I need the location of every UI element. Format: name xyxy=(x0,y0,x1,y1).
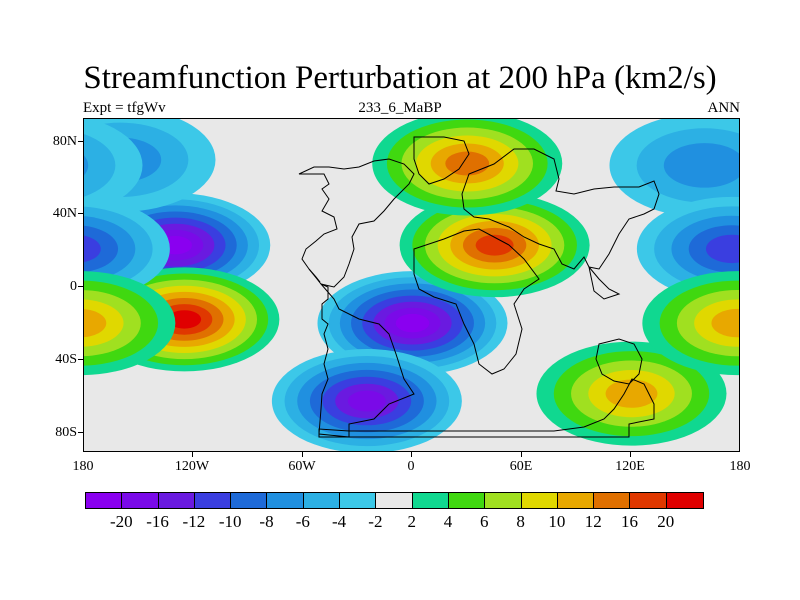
colorbar-label: -8 xyxy=(259,512,274,531)
y-tick-80s xyxy=(78,432,83,433)
contour-band xyxy=(167,310,202,329)
contour-band xyxy=(705,234,739,264)
colorbar-label: 6 xyxy=(480,512,489,531)
contour-band xyxy=(711,308,739,338)
contour-band xyxy=(605,379,658,408)
coastline-south-america xyxy=(318,283,415,438)
colorbar-swatch xyxy=(122,493,159,508)
coastline-north-america xyxy=(298,158,415,288)
coastline-central-america xyxy=(308,268,321,283)
y-tick-label-0: 0 xyxy=(70,279,77,294)
contour-band xyxy=(84,235,101,263)
colorbar-swatch xyxy=(666,493,704,508)
colorbar-swatch xyxy=(485,493,522,508)
colorbar-swatch xyxy=(267,493,304,508)
x-tick-label-180w: 180 xyxy=(72,459,94,474)
contour-band xyxy=(84,155,89,176)
colorbar-swatch xyxy=(448,493,486,508)
x-tick-label-120w: 120W xyxy=(174,459,210,474)
colorbar-swatch xyxy=(557,493,595,508)
contour-band xyxy=(475,234,514,256)
colorbar-swatch xyxy=(303,493,341,508)
colorbar-swatch xyxy=(158,493,195,508)
contour-band xyxy=(445,151,490,176)
contour-fields xyxy=(84,119,739,451)
y-tick-40s xyxy=(78,359,83,360)
contour-band xyxy=(347,390,386,412)
colorbar-swatch xyxy=(376,493,413,508)
colorbar-swatch xyxy=(594,493,631,508)
y-tick-label-80s: 80S xyxy=(55,425,77,440)
colorbar-swatch xyxy=(231,493,268,508)
colorbar-swatch xyxy=(521,493,558,508)
y-tick-label-40n: 40N xyxy=(52,206,77,221)
x-tick-60w xyxy=(302,452,303,457)
x-tick-label-120e: 120E xyxy=(615,459,645,474)
colorbar-swatch xyxy=(340,493,377,508)
coastlines xyxy=(298,136,660,438)
coastline-greenland xyxy=(413,136,470,185)
contour-band xyxy=(84,309,107,338)
y-tick-40n xyxy=(78,213,83,214)
colorbar-label: -10 xyxy=(218,512,242,531)
colorbar-label: 8 xyxy=(516,512,525,531)
experiment-label: Expt = tfgWv xyxy=(83,100,166,116)
contour-band xyxy=(84,134,116,197)
colorbar-label: -2 xyxy=(368,512,383,531)
map-title: Streamfunction Perturbation at 200 hPa (… xyxy=(83,60,717,96)
colorbar-label: -20 xyxy=(109,512,133,531)
contour-center-high-dateline-south xyxy=(642,271,739,376)
x-tick-0 xyxy=(411,452,412,457)
colorbar-label: -12 xyxy=(182,512,206,531)
y-tick-label-40s: 40S xyxy=(55,352,77,367)
contour-band xyxy=(663,143,739,188)
contour-center-wrap-high-dateline-south xyxy=(84,271,176,376)
contour-band xyxy=(395,313,430,333)
colorbar-label: -4 xyxy=(332,512,347,531)
colorbar-label: 16 xyxy=(621,512,638,531)
x-tick-60e xyxy=(521,452,522,457)
colorbar-label: -16 xyxy=(146,512,169,531)
y-tick-80n xyxy=(78,141,83,142)
y-tick-label-80n: 80N xyxy=(52,134,77,149)
x-tick-label-60e: 60E xyxy=(509,459,533,474)
colorbar-label: 10 xyxy=(548,512,566,531)
colorbar-swatch xyxy=(194,493,232,508)
colorbar-swatch xyxy=(412,493,449,508)
contour-band xyxy=(84,225,119,272)
colorbar-swatch xyxy=(630,493,667,508)
season-label: ANN xyxy=(707,100,741,116)
coastline-southeast-asia xyxy=(588,266,621,300)
coastline-africa xyxy=(413,228,540,375)
colorbar-label: -6 xyxy=(295,512,310,531)
y-tick-0 xyxy=(78,286,83,287)
contour-center-high-north-central xyxy=(372,119,563,216)
colorbar-label: 4 xyxy=(443,512,453,531)
contour-center-high-eurasia-tropics xyxy=(399,193,590,298)
contour-map xyxy=(84,119,739,451)
x-tick-label-0: 0 xyxy=(407,459,415,474)
x-tick-label-180e: 180 xyxy=(729,459,751,474)
x-tick-label-60w: 60W xyxy=(288,459,316,474)
coastline-antarctica xyxy=(318,378,655,438)
contour-center-low-west-pacific xyxy=(636,196,739,301)
colorbar xyxy=(85,492,705,509)
contour-center-wrap-low-north-pacific-east xyxy=(84,119,143,214)
case-label: 233_6_MaBP xyxy=(358,100,442,116)
x-tick-120w xyxy=(192,452,193,457)
contour-center-low-south-central xyxy=(317,271,508,376)
colorbar-label: 12 xyxy=(584,512,602,531)
colorbar-label: 20 xyxy=(657,512,675,531)
colorbar-swatch xyxy=(86,493,123,508)
map-plot-area xyxy=(83,118,740,452)
coastline-eurasia xyxy=(461,148,660,270)
colorbar-label: 2 xyxy=(407,512,416,531)
contour-center-low-north-pacific-east xyxy=(609,119,739,218)
coastline-australia xyxy=(595,338,643,385)
contour-center-high-south-indian xyxy=(536,341,727,446)
x-tick-120e xyxy=(630,452,631,457)
